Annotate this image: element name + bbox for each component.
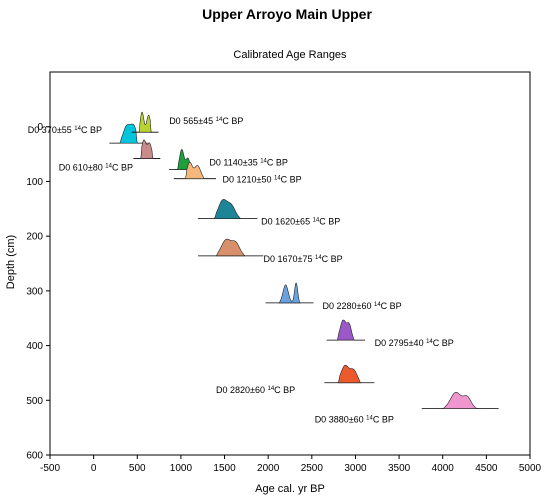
distributions-layer xyxy=(109,111,499,409)
x-tick-label: 2000 xyxy=(257,463,280,474)
sample-label: D0 1670±75 14C BP xyxy=(264,254,343,264)
chart-title: Upper Arroyo Main Upper xyxy=(202,6,372,22)
calibration-curve xyxy=(215,238,246,257)
calibration-curve xyxy=(119,123,138,144)
y-tick-label: 600 xyxy=(26,451,43,462)
x-axis: -500 0 500 1000 1500 2000 2500 3000 3500 4000 4500… xyxy=(40,455,542,474)
sample-label: D0 1620±65 14C BP xyxy=(261,217,340,227)
sample-label: D0 2280±60 14C BP xyxy=(323,301,402,311)
sample-label: D0 2795±40 14C BP xyxy=(375,338,454,348)
sample-label: D0 2820±60 14C BP xyxy=(216,385,295,395)
calibration-curve xyxy=(184,161,206,179)
calibration-curve xyxy=(140,139,154,159)
calibration-curve xyxy=(337,364,362,384)
calibration-curve xyxy=(442,392,479,409)
y-axis-label: Depth (cm) xyxy=(5,235,17,289)
x-tick-label: 1000 xyxy=(170,463,193,474)
x-axis-label: Age cal. yr BP xyxy=(255,483,325,495)
y-tick-label: 500 xyxy=(26,396,43,407)
calibration-curve xyxy=(177,149,192,170)
sample-label: D0 3880±60 14C BP xyxy=(315,415,394,425)
sample-label: D0 610±80 14C BP xyxy=(59,162,133,172)
x-tick-label: 1500 xyxy=(213,463,236,474)
x-tick-label: -500 xyxy=(40,463,60,474)
sample-label: D0 1140±35 14C BP xyxy=(209,157,288,167)
x-tick-label: 0 xyxy=(91,463,97,474)
x-tick-label: 5000 xyxy=(519,463,542,474)
calibration-curve xyxy=(138,111,152,134)
y-axis: 0 100 200 300 400 500 600 xyxy=(26,122,50,462)
x-tick-label: 3000 xyxy=(344,463,367,474)
chart-subtitle: Calibrated Age Ranges xyxy=(233,49,347,61)
y-tick-label: 200 xyxy=(26,232,43,243)
x-tick-label: 2500 xyxy=(301,463,324,474)
y-tick-label: 100 xyxy=(26,177,43,188)
sample-label: D0 565±45 14C BP xyxy=(169,116,243,126)
calibration-curve xyxy=(278,282,302,304)
sample-label: D0 1210±50 14C BP xyxy=(223,175,302,185)
calibration-curve xyxy=(336,319,355,341)
y-tick-label: 400 xyxy=(26,341,43,352)
x-tick-label: 4000 xyxy=(432,463,455,474)
calibration-curve xyxy=(213,199,242,219)
plot-frame xyxy=(49,71,531,456)
y-tick-label: 300 xyxy=(26,286,43,297)
x-tick-label: 4500 xyxy=(475,463,498,474)
x-tick-label: 500 xyxy=(129,463,146,474)
y-tick-label: 0 xyxy=(37,122,43,133)
sample-label: D0 370±55 14C BP xyxy=(28,125,102,135)
x-tick-label: 3500 xyxy=(388,463,411,474)
sample-labels-layer: D0 370±55 14C BP D0 565±45 14C BP D0 610±8… xyxy=(28,116,454,424)
